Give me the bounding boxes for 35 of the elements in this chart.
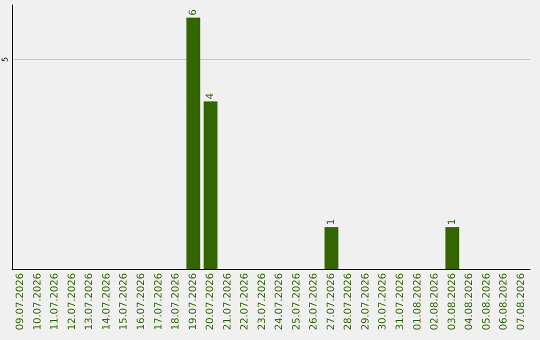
x-tick-label: 04.08.2026 — [464, 273, 476, 330]
x-tick-label: 05.08.2026 — [481, 273, 492, 330]
x-tick-label: 22.07.2026 — [240, 273, 251, 330]
x-tick-label: 21.07.2026 — [222, 273, 234, 330]
x-tick-label: 02.08.2026 — [430, 273, 441, 330]
x-tick-label: 28.07.2026 — [343, 273, 354, 330]
x-tick-label: 25.07.2026 — [291, 273, 302, 330]
x-tick-label: 18.07.2026 — [170, 273, 182, 330]
x-tick-label: 03.08.2026 — [446, 273, 458, 330]
x-tick-label: 15.07.2026 — [118, 273, 130, 330]
x-tick-label: 16.07.2026 — [136, 273, 147, 330]
data-label: 6 — [188, 9, 199, 16]
data-label: 1 — [326, 218, 337, 226]
data-label: 1 — [446, 218, 458, 226]
x-tick-label: 12.07.2026 — [66, 273, 78, 330]
x-tick-label: 01.08.2026 — [412, 273, 424, 330]
x-tick-label: 10.07.2026 — [32, 273, 44, 330]
x-tick-label: 09.07.2026 — [15, 273, 26, 330]
x-tick-label: 20.07.2026 — [205, 273, 216, 330]
x-tick-label: 13.07.2026 — [84, 273, 96, 330]
x-tick-label: 27.07.2026 — [326, 273, 337, 330]
x-tick-label: 19.07.2026 — [188, 273, 199, 330]
x-tick-label: 14.07.2026 — [101, 273, 112, 330]
data-label: 4 — [205, 93, 216, 100]
x-tick-label: 24.07.2026 — [274, 273, 286, 330]
x-tick-label: 11.07.2026 — [50, 273, 61, 330]
x-tick-label: 07.08.2026 — [516, 273, 527, 330]
x-tick-label: 17.07.2026 — [153, 273, 164, 330]
x-tick-label: 26.07.2026 — [308, 273, 320, 330]
x-tick-label: 31.07.2026 — [395, 273, 406, 330]
x-tick-label: 30.07.2026 — [378, 273, 389, 330]
y-tick-label: 5 — [0, 56, 10, 62]
x-tick-label: 29.07.2026 — [360, 273, 372, 330]
x-tick-label: 06.08.2026 — [498, 273, 510, 330]
x-tick-label: 23.07.2026 — [256, 273, 268, 330]
